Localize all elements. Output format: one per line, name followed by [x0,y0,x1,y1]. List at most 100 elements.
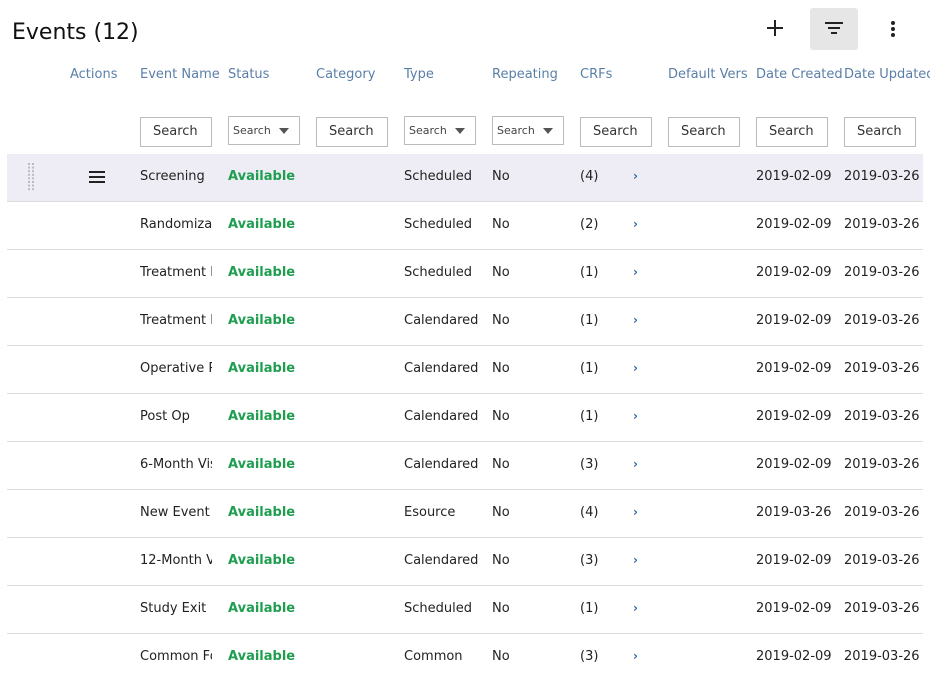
cell: 2019-03-26 [844,649,920,664]
table-row[interactable] [7,586,923,634]
cell: Calendared [404,361,479,376]
cell: Calendared [404,409,479,424]
cell: Available [228,601,296,616]
cell: Available [228,409,296,424]
table-row[interactable] [7,154,923,202]
cell: Screening [140,169,205,184]
filter-input[interactable]: Search [668,117,740,147]
filter-input[interactable]: Search [140,117,212,147]
cell: No [492,505,510,520]
filter-select[interactable]: Search [228,116,300,145]
cell: 2019-02-09 [756,265,832,280]
cell: Calendared [404,313,479,328]
more-button[interactable] [883,18,903,40]
cell: Common Fo [140,649,212,664]
table-row[interactable] [7,394,923,442]
table-row[interactable] [7,538,923,586]
cell: No [492,649,510,664]
cell: Available [228,649,296,664]
crf-link[interactable]: › [633,313,638,327]
filter-select[interactable]: Search [492,116,564,145]
column-header[interactable]: Date Updated [844,67,930,82]
cell: 2019-03-26 [756,505,832,520]
crf-link[interactable]: › [633,457,638,471]
cell: 2019-02-09 [756,169,832,184]
filter-input[interactable]: Search [580,117,652,147]
cell: No [492,553,510,568]
cell: Calendared [404,457,479,472]
cell: 2019-02-09 [756,361,832,376]
column-header[interactable]: Status [228,67,270,82]
cell: (3) [580,457,599,472]
cell: Common [404,649,463,664]
crf-link[interactable]: › [633,169,638,183]
crf-link[interactable]: › [633,601,638,615]
cell: (3) [580,649,599,664]
cell: Operative Pr [140,361,212,376]
cell: (1) [580,361,599,376]
cell: No [492,169,510,184]
crf-link[interactable]: › [633,649,638,663]
crf-link[interactable]: › [633,409,638,423]
column-header[interactable]: Type [404,67,434,82]
crf-link[interactable]: › [633,553,638,567]
cell: (4) [580,505,599,520]
dropdown-arrow [455,128,465,134]
cell: 2019-03-26 [844,601,920,616]
cell: (4) [580,169,599,184]
table-row[interactable] [7,298,923,346]
cell: 2019-03-26 [844,409,920,424]
cell: 2019-02-09 [756,409,832,424]
filter-input[interactable]: Search [844,117,916,147]
cell: No [492,217,510,232]
add-button[interactable] [764,17,786,39]
cell: Available [228,505,296,520]
crf-link[interactable]: › [633,217,638,231]
dropdown-arrow [279,128,289,134]
column-header[interactable]: Event Name [140,67,220,82]
cell: (3) [580,553,599,568]
cell: Available [228,265,296,280]
filter-icon [825,22,843,34]
column-header[interactable]: Repeating [492,67,558,82]
cell: 2019-02-09 [756,217,832,232]
cell: Available [228,217,296,232]
page-title: Events (12) [12,20,139,45]
cell: 2019-03-26 [844,505,920,520]
filter-input[interactable]: Search [756,117,828,147]
cell: Scheduled [404,217,472,232]
cell: Available [228,313,296,328]
cell: 2019-02-09 [756,601,832,616]
crf-link[interactable]: › [633,505,638,519]
cell: Calendared [404,553,479,568]
table-row[interactable] [7,490,923,538]
cell: Available [228,361,296,376]
column-header[interactable]: Category [316,67,376,82]
filter-button[interactable] [810,8,858,50]
cell: 2019-02-09 [756,553,832,568]
table-row[interactable] [7,202,923,250]
table-row[interactable] [7,442,923,490]
cell: Post Op [140,409,190,424]
column-header[interactable]: Default Versio [668,67,748,82]
cell: Randomizati [140,217,212,232]
filter-input[interactable]: Search [316,117,388,147]
cell: 2019-03-26 [844,265,920,280]
crf-link[interactable]: › [633,361,638,375]
cell: No [492,361,510,376]
cell: No [492,313,510,328]
table-row[interactable] [7,250,923,298]
cell: 2019-02-09 [756,457,832,472]
cell: 2019-03-26 [844,169,920,184]
cell: Available [228,553,296,568]
row-handles[interactable] [20,162,120,192]
cell: 2019-02-09 [756,313,832,328]
column-header[interactable]: Date Created [756,67,842,82]
table-row[interactable] [7,346,923,394]
cell: Scheduled [404,265,472,280]
column-header[interactable]: Actions [70,67,118,82]
column-header[interactable]: CRFs [580,67,613,82]
crf-link[interactable]: › [633,265,638,279]
filter-select[interactable]: Search [404,116,476,145]
